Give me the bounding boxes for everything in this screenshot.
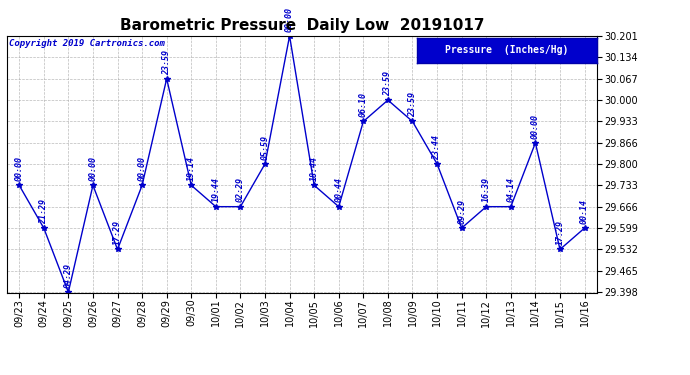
Text: 04:14: 04:14 bbox=[506, 177, 515, 203]
Text: 02:29: 02:29 bbox=[236, 177, 245, 203]
Text: 19:14: 19:14 bbox=[187, 156, 196, 181]
Text: 06:10: 06:10 bbox=[359, 92, 368, 117]
Text: 17:29: 17:29 bbox=[113, 220, 122, 245]
Text: 04:29: 04:29 bbox=[64, 263, 73, 288]
Text: 00:00: 00:00 bbox=[14, 156, 23, 181]
Text: 23:59: 23:59 bbox=[408, 92, 417, 117]
Text: 23:59: 23:59 bbox=[162, 50, 171, 75]
Text: 00:00: 00:00 bbox=[88, 156, 97, 181]
Text: 00:44: 00:44 bbox=[334, 177, 343, 203]
Text: 00:14: 00:14 bbox=[580, 199, 589, 224]
Text: 21:29: 21:29 bbox=[39, 199, 48, 224]
Text: 23:59: 23:59 bbox=[384, 71, 393, 96]
Text: 05:59: 05:59 bbox=[261, 135, 270, 160]
Text: 00:00: 00:00 bbox=[137, 156, 146, 181]
Text: Copyright 2019 Cartronics.com: Copyright 2019 Cartronics.com bbox=[9, 39, 165, 48]
Text: 19:44: 19:44 bbox=[211, 177, 220, 203]
Text: 00:00: 00:00 bbox=[285, 7, 294, 32]
Text: 17:29: 17:29 bbox=[555, 220, 564, 245]
Text: 09:29: 09:29 bbox=[457, 199, 466, 224]
Text: 16:39: 16:39 bbox=[482, 177, 491, 203]
Text: 18:44: 18:44 bbox=[310, 156, 319, 181]
Text: 23:44: 23:44 bbox=[433, 135, 442, 160]
Text: 00:00: 00:00 bbox=[531, 114, 540, 139]
Title: Barometric Pressure  Daily Low  20191017: Barometric Pressure Daily Low 20191017 bbox=[119, 18, 484, 33]
